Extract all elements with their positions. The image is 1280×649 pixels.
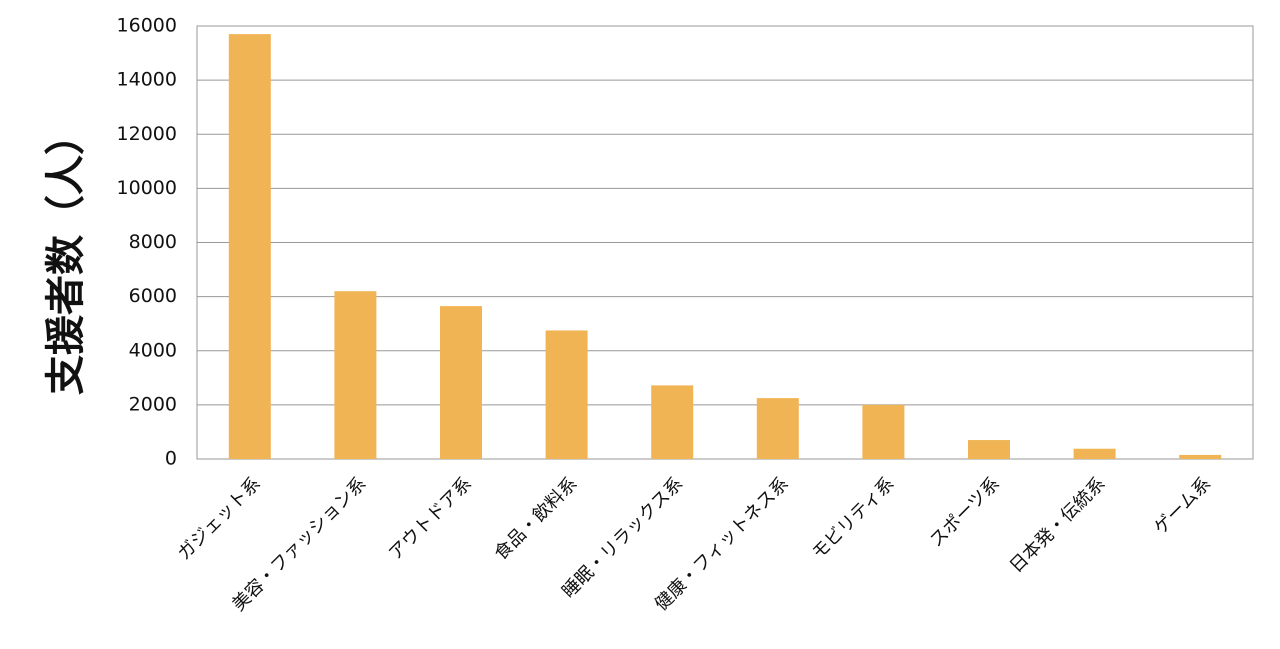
x-tick-label: アウトドア系 (385, 473, 476, 564)
y-tick-label: 10000 (117, 177, 177, 199)
bar (334, 291, 377, 459)
x-tick-label: ガジェット系 (174, 473, 265, 564)
y-tick-label: 4000 (129, 339, 177, 361)
y-tick-label: 2000 (129, 393, 177, 415)
y-tick-label: 8000 (129, 231, 177, 253)
bar (545, 330, 588, 459)
x-tick-label: モビリティ系 (808, 473, 898, 563)
bar (440, 306, 482, 459)
y-tick-label: 0 (165, 448, 177, 470)
bar (1073, 448, 1116, 459)
y-axis-label: 支援者数（人） (43, 115, 89, 395)
bar (1179, 454, 1222, 459)
bar (228, 34, 271, 460)
x-tick-label: 食品・飲料系 (490, 473, 581, 564)
bar (968, 440, 1010, 459)
x-tick-label: スポーツ系 (926, 473, 1004, 551)
y-tick-label: 12000 (117, 123, 177, 145)
bar (756, 398, 799, 459)
y-tick-label: 16000 (117, 15, 177, 37)
plot-border (196, 25, 1254, 460)
bar (651, 385, 694, 459)
x-tick-label: 日本発・伝統系 (1006, 473, 1110, 577)
y-tick-label: 14000 (117, 69, 177, 91)
bar (862, 404, 905, 459)
x-tick-label: ゲーム系 (1150, 473, 1215, 538)
y-tick-label: 6000 (129, 285, 177, 307)
